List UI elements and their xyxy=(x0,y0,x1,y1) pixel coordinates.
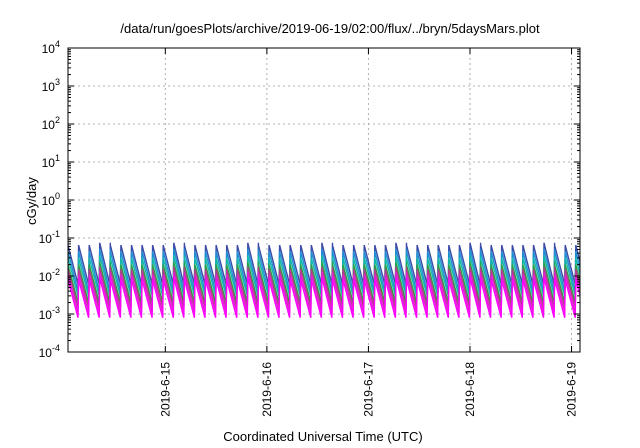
y-tick-labels: 10-4 10-3 10-2 10-1 100 101 102 103 104 xyxy=(39,39,60,360)
plot-frame xyxy=(67,47,581,353)
x-axis-label: Coordinated Universal Time (UTC) xyxy=(223,429,422,444)
y-tick-label: 100 xyxy=(42,191,60,208)
y-tick-label: 101 xyxy=(42,153,60,170)
x-tick-label: 2019-6-18 xyxy=(463,362,477,417)
y-tick-label: 103 xyxy=(42,77,60,94)
x-tick-label: 2019-6-16 xyxy=(260,362,274,417)
y-tick-label: 10-1 xyxy=(39,229,60,246)
series-line-6 xyxy=(68,277,580,318)
y-tick-label: 104 xyxy=(42,39,60,56)
y-tick-label: 10-2 xyxy=(39,267,60,284)
x-tick-label: 2019-6-19 xyxy=(565,362,579,417)
y-axis-label: cGy/day xyxy=(24,177,39,225)
axes xyxy=(67,47,581,353)
y-tick-label: 10-4 xyxy=(39,343,60,360)
grid xyxy=(68,48,580,352)
y-tick-label: 102 xyxy=(42,115,60,132)
x-tick-label: 2019-6-15 xyxy=(158,362,172,417)
chart-title: /data/run/goesPlots/archive/2019-06-19/0… xyxy=(120,21,540,36)
x-tick-label: 2019-6-17 xyxy=(361,362,375,417)
y-tick-label: 10-3 xyxy=(39,305,60,322)
x-tick-labels: 2019-6-15 2019-6-16 2019-6-17 2019-6-18 2019… xyxy=(158,362,578,417)
data-series xyxy=(68,242,580,318)
